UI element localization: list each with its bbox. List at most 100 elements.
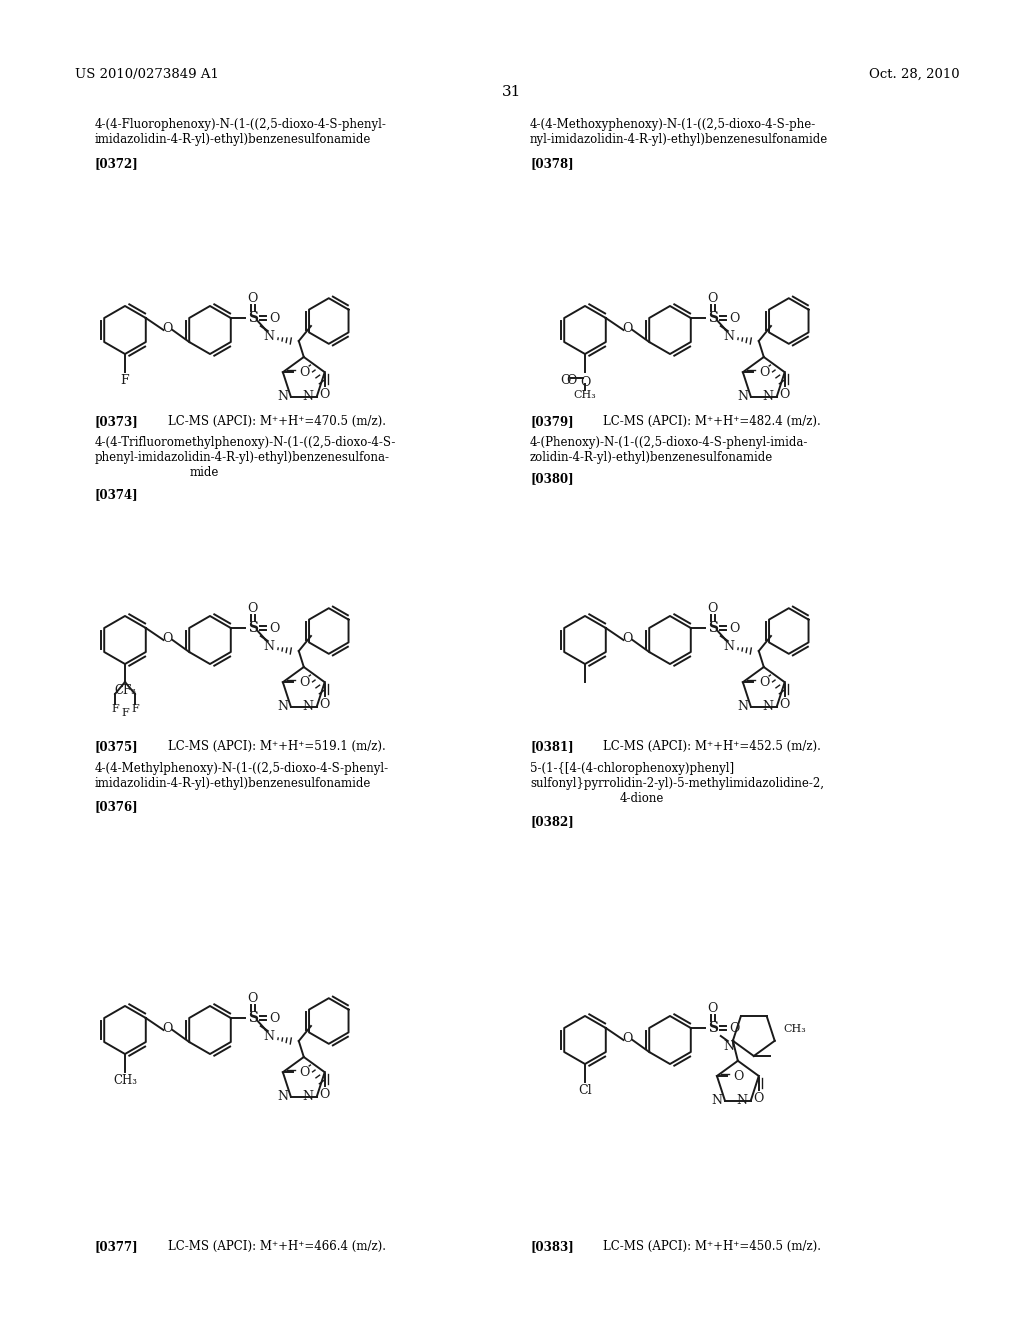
- Text: US 2010/0273849 A1: US 2010/0273849 A1: [75, 69, 219, 81]
- Text: O: O: [733, 1069, 743, 1082]
- Text: O: O: [729, 1022, 740, 1035]
- Text: 4-(4-Trifluoromethylphenoxy)-N-(1-((2,5-dioxo-4-S-: 4-(4-Trifluoromethylphenoxy)-N-(1-((2,5-…: [95, 436, 396, 449]
- Text: 4-dione: 4-dione: [620, 792, 665, 805]
- Text: N: N: [723, 639, 734, 652]
- Text: 4-(4-Methoxyphenoxy)-N-(1-((2,5-dioxo-4-S-phe-: 4-(4-Methoxyphenoxy)-N-(1-((2,5-dioxo-4-…: [530, 117, 816, 131]
- Text: [0381]: [0381]: [530, 741, 573, 752]
- Text: [0375]: [0375]: [95, 741, 138, 752]
- Text: O: O: [319, 698, 330, 711]
- Text: O: O: [779, 388, 790, 401]
- Text: [0378]: [0378]: [530, 157, 573, 170]
- Text: N: N: [276, 1090, 288, 1104]
- Text: O: O: [319, 388, 330, 401]
- Text: N: N: [711, 1094, 722, 1107]
- Text: CH₃: CH₃: [783, 1024, 807, 1034]
- Text: O: O: [754, 1092, 764, 1105]
- Text: S: S: [248, 312, 258, 325]
- Text: S: S: [248, 1011, 258, 1026]
- Text: [0382]: [0382]: [530, 814, 573, 828]
- Text: 5-(1-{[4-(4-chlorophenoxy)phenyl]: 5-(1-{[4-(4-chlorophenoxy)phenyl]: [530, 762, 734, 775]
- Text: N: N: [763, 701, 774, 713]
- Text: O: O: [580, 376, 590, 389]
- Text: LC-MS (APCI): M⁺+H⁺=450.5 (m/z).: LC-MS (APCI): M⁺+H⁺=450.5 (m/z).: [603, 1239, 821, 1253]
- Text: F: F: [112, 704, 119, 714]
- Text: O: O: [729, 622, 740, 635]
- Text: sulfonyl}pyrrolidin-2-yl)-5-methylimidazolidine-2,: sulfonyl}pyrrolidin-2-yl)-5-methylimidaz…: [530, 777, 824, 789]
- Text: O: O: [759, 676, 769, 689]
- Text: N: N: [276, 391, 288, 404]
- Text: [0380]: [0380]: [530, 473, 573, 484]
- Text: O: O: [299, 366, 309, 379]
- Text: [0376]: [0376]: [95, 800, 138, 813]
- Text: O: O: [779, 698, 790, 711]
- Text: [0379]: [0379]: [530, 414, 573, 428]
- Text: zolidin-4-R-yl)-ethyl)benzenesulfonamide: zolidin-4-R-yl)-ethyl)benzenesulfonamide: [530, 451, 773, 465]
- Text: O: O: [560, 374, 571, 387]
- Text: imidazolidin-4-R-yl)-ethyl)benzenesulfonamide: imidazolidin-4-R-yl)-ethyl)benzenesulfon…: [95, 777, 372, 789]
- Text: O: O: [248, 991, 258, 1005]
- Text: N: N: [737, 1094, 748, 1107]
- Text: N: N: [763, 391, 774, 404]
- Text: F: F: [121, 374, 129, 387]
- Text: Cl: Cl: [579, 1084, 592, 1097]
- Text: N: N: [303, 391, 313, 404]
- Text: O: O: [299, 676, 309, 689]
- Text: S: S: [708, 620, 718, 635]
- Text: O: O: [708, 1002, 718, 1015]
- Text: N: N: [263, 639, 274, 652]
- Text: O: O: [163, 322, 173, 334]
- Text: N: N: [303, 701, 313, 713]
- Text: O: O: [269, 312, 280, 325]
- Text: N: N: [737, 391, 748, 404]
- Text: O: O: [163, 631, 173, 644]
- Text: O: O: [269, 622, 280, 635]
- Text: [0373]: [0373]: [95, 414, 138, 428]
- Text: S: S: [248, 620, 258, 635]
- Text: N: N: [276, 701, 288, 713]
- Text: Oct. 28, 2010: Oct. 28, 2010: [869, 69, 961, 81]
- Text: CF₃: CF₃: [114, 684, 136, 697]
- Text: imidazolidin-4-R-yl)-ethyl)benzenesulfonamide: imidazolidin-4-R-yl)-ethyl)benzenesulfon…: [95, 133, 372, 147]
- Text: [0372]: [0372]: [95, 157, 138, 170]
- Text: F: F: [131, 704, 139, 714]
- Text: 4-(4-Methylphenoxy)-N-(1-((2,5-dioxo-4-S-phenyl-: 4-(4-Methylphenoxy)-N-(1-((2,5-dioxo-4-S…: [95, 762, 389, 775]
- Text: O: O: [269, 1011, 280, 1024]
- Text: N: N: [263, 330, 274, 342]
- Text: N: N: [723, 330, 734, 342]
- Text: [0374]: [0374]: [95, 488, 138, 502]
- Text: N: N: [723, 1040, 734, 1052]
- Text: phenyl-imidazolidin-4-R-yl)-ethyl)benzenesulfona-: phenyl-imidazolidin-4-R-yl)-ethyl)benzen…: [95, 451, 390, 465]
- Text: O: O: [566, 374, 577, 387]
- Text: 31: 31: [503, 84, 521, 99]
- Text: S: S: [708, 312, 718, 325]
- Text: O: O: [248, 602, 258, 615]
- Text: [0383]: [0383]: [530, 1239, 573, 1253]
- Text: O: O: [729, 312, 740, 325]
- Text: O: O: [623, 631, 633, 644]
- Text: O: O: [623, 322, 633, 334]
- Text: mide: mide: [190, 466, 219, 479]
- Text: LC-MS (APCI): M⁺+H⁺=466.4 (m/z).: LC-MS (APCI): M⁺+H⁺=466.4 (m/z).: [168, 1239, 386, 1253]
- Text: CH₃: CH₃: [573, 389, 596, 400]
- Text: N: N: [737, 701, 748, 713]
- Text: O: O: [163, 1022, 173, 1035]
- Text: [0377]: [0377]: [95, 1239, 138, 1253]
- Text: 4-(Phenoxy)-N-(1-((2,5-dioxo-4-S-phenyl-imida-: 4-(Phenoxy)-N-(1-((2,5-dioxo-4-S-phenyl-…: [530, 436, 808, 449]
- Text: O: O: [623, 1031, 633, 1044]
- Text: LC-MS (APCI): M⁺+H⁺=470.5 (m/z).: LC-MS (APCI): M⁺+H⁺=470.5 (m/z).: [168, 414, 386, 428]
- Text: O: O: [759, 366, 769, 379]
- Text: O: O: [248, 292, 258, 305]
- Text: 4-(4-Fluorophenoxy)-N-(1-((2,5-dioxo-4-S-phenyl-: 4-(4-Fluorophenoxy)-N-(1-((2,5-dioxo-4-S…: [95, 117, 387, 131]
- Text: nyl-imidazolidin-4-R-yl)-ethyl)benzenesulfonamide: nyl-imidazolidin-4-R-yl)-ethyl)benzenesu…: [530, 133, 828, 147]
- Text: N: N: [263, 1030, 274, 1043]
- Text: CH₃: CH₃: [113, 1074, 137, 1086]
- Text: O: O: [319, 1088, 330, 1101]
- Text: O: O: [708, 602, 718, 615]
- Text: LC-MS (APCI): M⁺+H⁺=452.5 (m/z).: LC-MS (APCI): M⁺+H⁺=452.5 (m/z).: [603, 741, 821, 752]
- Text: LC-MS (APCI): M⁺+H⁺=482.4 (m/z).: LC-MS (APCI): M⁺+H⁺=482.4 (m/z).: [603, 414, 821, 428]
- Text: LC-MS (APCI): M⁺+H⁺=519.1 (m/z).: LC-MS (APCI): M⁺+H⁺=519.1 (m/z).: [168, 741, 386, 752]
- Text: N: N: [303, 1090, 313, 1104]
- Text: O: O: [299, 1065, 309, 1078]
- Text: O: O: [708, 292, 718, 305]
- Text: F: F: [121, 708, 129, 718]
